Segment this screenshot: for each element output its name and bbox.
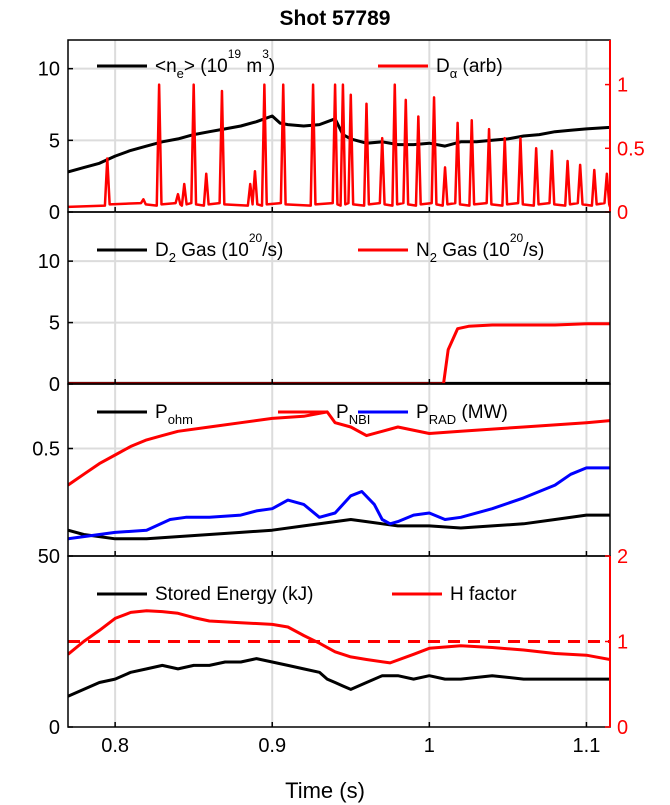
panel-3: 0.5 Pohm PNBI PRAD (MW) xyxy=(32,383,611,557)
ne-legend-label: <ne> (1019 m3) xyxy=(155,47,275,81)
y-tick-label: 0.5 xyxy=(32,439,60,461)
h-legend-label: H factor xyxy=(450,584,517,605)
panel-2-series xyxy=(68,322,610,384)
figure-title: Shot 57789 xyxy=(280,7,391,30)
series-n2 xyxy=(68,322,610,384)
y-tick-label: 10 xyxy=(38,59,60,81)
x-axis-label: Time (s) xyxy=(285,778,365,803)
panel-4-series xyxy=(68,609,610,698)
y-tick-label: 50 xyxy=(38,546,60,568)
x-tick-label: 0.8 xyxy=(101,735,129,757)
we-legend-label: Stored Energy (kJ) xyxy=(155,584,313,605)
n2-legend-label: N2 Gas (1020/s) xyxy=(416,231,544,265)
panel-4: 0 50 0 1 2 0.8 0.9 1 1.1 Stored Energy (kJ) H fact… xyxy=(38,546,628,757)
series-ne xyxy=(68,114,610,174)
da-legend-label: Dα (arb) xyxy=(436,56,503,81)
x-tick-label: 0.9 xyxy=(258,735,286,757)
y-tick-label: 0 xyxy=(49,202,60,224)
y-tick-label: 0 xyxy=(49,717,60,739)
y-tick-label: 0 xyxy=(49,374,60,396)
d2-legend-label: D2 Gas (1020/s) xyxy=(155,231,283,265)
series-prad xyxy=(68,466,610,541)
y2-tick-label: 2 xyxy=(617,546,628,568)
x-tick-label: 1 xyxy=(424,735,435,757)
series-da xyxy=(68,83,610,209)
panel-2-frame xyxy=(67,211,611,385)
y2-tick-label: 0 xyxy=(617,717,628,739)
series-we xyxy=(68,657,610,698)
y-tick-label: 10 xyxy=(38,251,60,273)
y2-tick-label: 1 xyxy=(617,632,628,654)
y2-tick-label: 0.5 xyxy=(617,138,645,160)
series-pohm xyxy=(68,513,610,541)
y-tick-label: 5 xyxy=(49,313,60,335)
series-h xyxy=(68,609,610,665)
y2-tick-label: 0 xyxy=(617,202,628,224)
panel-2: 0 5 10 D2 Gas (1020/s) N2 Gas (1020/s) xyxy=(38,211,611,396)
x-tick-label: 1.1 xyxy=(573,735,601,757)
panel-1: 0 5 10 0 0.5 1 <ne> (1019 m3) Dα (arb) xyxy=(38,39,645,224)
pohm-legend-label: Pohm xyxy=(155,402,193,427)
y2-tick-label: 1 xyxy=(617,75,628,97)
y-tick-label: 5 xyxy=(49,130,60,152)
pnbi-legend-label: PNBI xyxy=(336,402,370,427)
panel-3-series xyxy=(68,410,610,541)
prad-legend-label: PRAD (MW) xyxy=(416,402,508,427)
panel-1-series xyxy=(68,83,610,209)
